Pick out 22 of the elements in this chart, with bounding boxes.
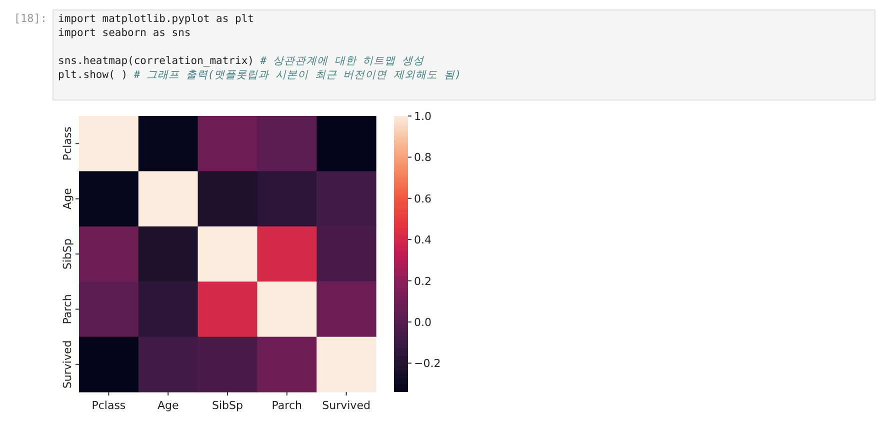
color-bar-label: 0.2 xyxy=(414,274,432,288)
x-tick-label: Parch xyxy=(272,399,302,412)
text: import matplotlib.pyplot as plt xyxy=(58,13,254,25)
color-bar-label: 0.8 xyxy=(414,151,432,164)
text: import seaborn as sns xyxy=(58,27,191,39)
y-tick-label: Pclass xyxy=(61,126,74,161)
color-bar-label: 0.6 xyxy=(414,192,432,206)
color-bar-label: −0.2 xyxy=(414,357,441,370)
x-tick-label: Survived xyxy=(322,399,370,412)
x-tick-label: Pclass xyxy=(92,399,126,412)
text: sns.heatmap(correlation_matrix) # 상관관계에 대한 히트맵 생성 xyxy=(58,55,424,67)
color-bar-label: 0.4 xyxy=(414,234,432,247)
y-tick-label: Parch xyxy=(61,294,74,324)
color-bar-label: 0.0 xyxy=(414,316,432,329)
x-tick-label: SibSp xyxy=(212,399,244,412)
y-tick-label: Age xyxy=(61,188,74,210)
color-bar-label: 1.0 xyxy=(414,110,432,123)
colorbar: −0.2 0.0 0.2 0.4 0.6 0.8 1.0 xyxy=(394,110,441,392)
y-tick-label: SibSp xyxy=(61,238,74,270)
x-tick-label: Age xyxy=(157,399,179,412)
text: plt.show( ) # 그래프 출력(맷플롯립과 시본이 최근 버전이면 제외해도 됨) xyxy=(58,69,462,81)
text: [18]: xyxy=(14,12,47,25)
